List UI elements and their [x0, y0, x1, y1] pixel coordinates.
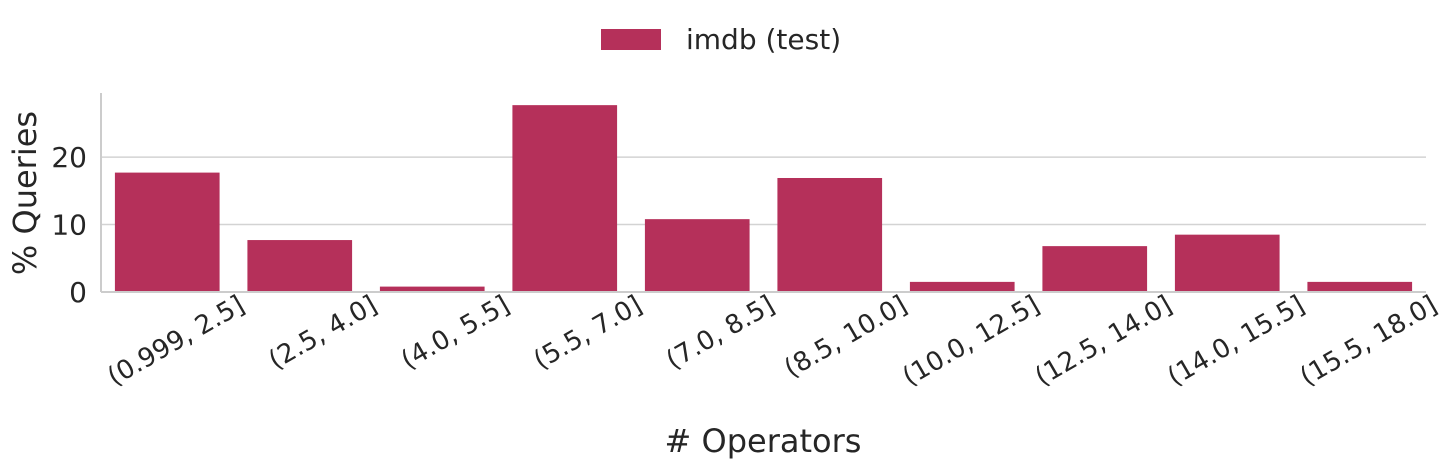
legend-label: imdb (test)	[686, 23, 841, 56]
x-tick-label: (8.5, 10.0]	[779, 290, 912, 384]
bar	[1174, 234, 1280, 292]
x-tick-label: (14.0, 15.5]	[1163, 290, 1310, 392]
legend-swatch	[601, 29, 661, 50]
bar	[247, 240, 353, 292]
x-tick-label: (12.5, 14.0]	[1030, 290, 1177, 392]
y-ticks: 0 10 20	[51, 141, 87, 309]
y-axis-label: % Queries	[6, 111, 44, 275]
x-tick-label: (15.5, 18.0]	[1295, 290, 1442, 392]
bars	[114, 105, 1413, 293]
x-tick-label: (0.999, 2.5]	[103, 290, 250, 392]
bar	[1042, 246, 1148, 292]
x-tick-label: (4.0, 5.5]	[396, 290, 515, 376]
gridlines	[101, 156, 1426, 226]
bar	[909, 281, 1015, 292]
bar	[114, 172, 220, 292]
y-tick-label: 10	[51, 209, 87, 242]
x-tick-label: (2.5, 4.0]	[264, 290, 383, 376]
bar	[379, 286, 485, 292]
x-axis-label: # Operators	[665, 422, 862, 460]
bar	[512, 105, 618, 293]
bar	[1307, 281, 1413, 292]
bar	[644, 219, 750, 292]
x-tick-label: (5.5, 7.0]	[529, 290, 648, 376]
x-ticks: (0.999, 2.5] (2.5, 4.0] (4.0, 5.5] (5.5, 7.…	[103, 290, 1443, 392]
x-tick-label: (7.0, 8.5]	[661, 290, 780, 376]
y-tick-label: 0	[69, 276, 87, 309]
legend: imdb (test)	[601, 23, 841, 56]
x-tick-label: (10.0, 12.5]	[898, 290, 1045, 392]
y-tick-label: 20	[51, 141, 87, 174]
bar	[777, 177, 883, 292]
